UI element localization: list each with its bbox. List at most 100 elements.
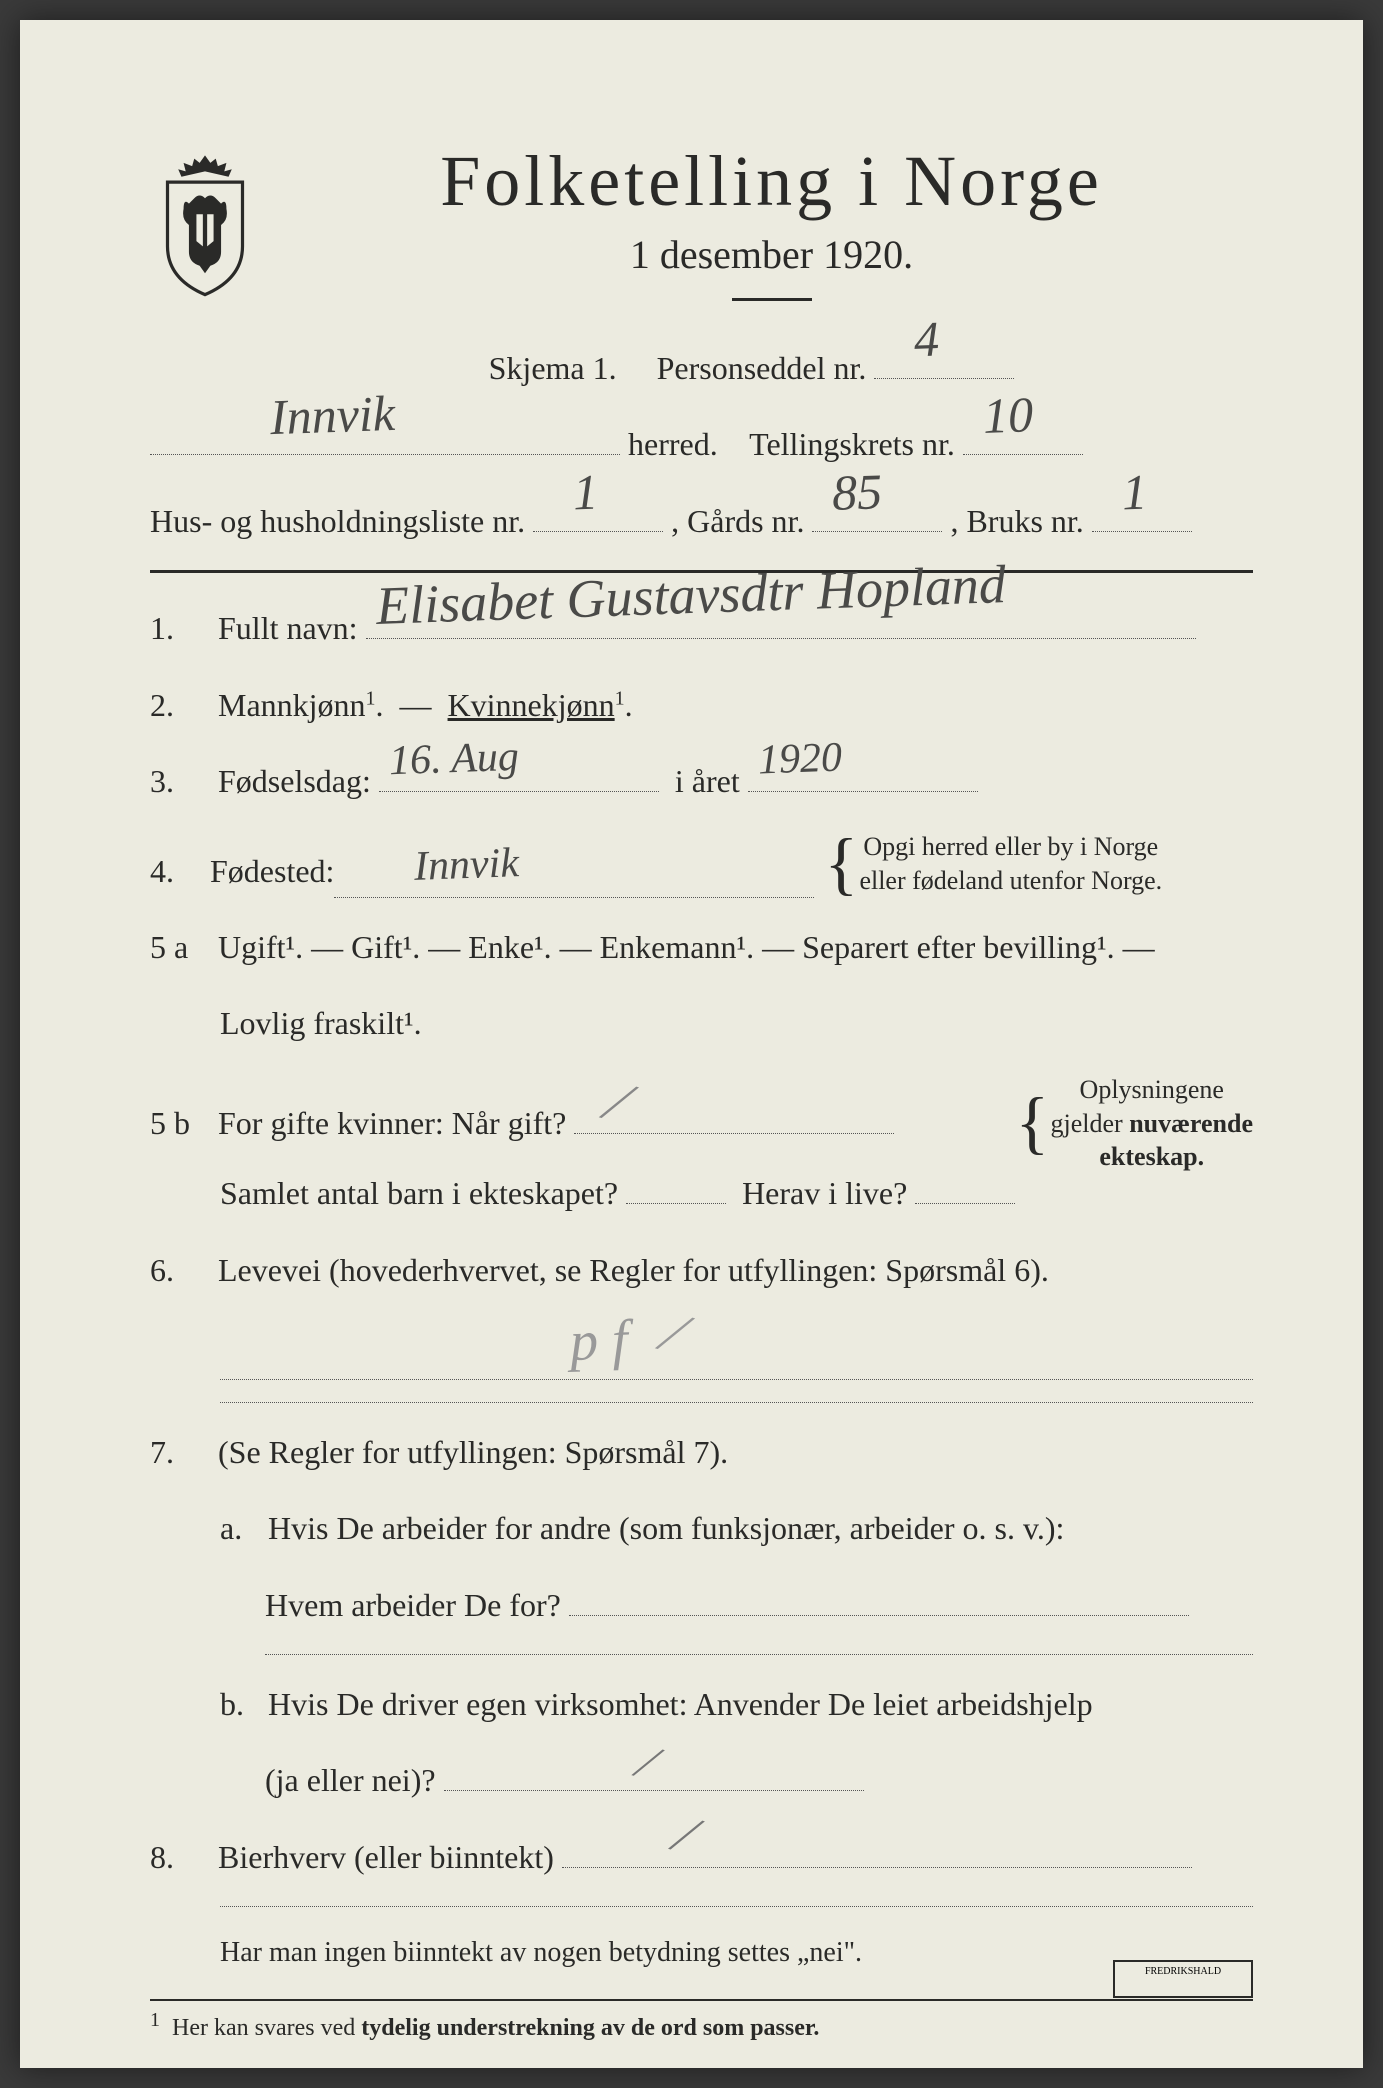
q5b-row2: Samlet antal barn i ekteskapet? Herav i … — [150, 1166, 1253, 1220]
q5b-note2: gjelder nuværende — [1051, 1109, 1253, 1138]
q1-value: Elisabet Gustavsdtr Hopland — [374, 539, 1007, 653]
q7b-text1: Hvis De driver egen virksomhet: Anvender… — [268, 1686, 1093, 1722]
q7b-field: ⁄ — [444, 1790, 864, 1791]
q3-day-field: 16. Aug — [379, 791, 659, 792]
herred-field: Innvik — [150, 454, 620, 455]
q8-line — [220, 1906, 1253, 1907]
q1-num: 1. — [150, 601, 210, 655]
bruks-value: 1 — [1120, 449, 1148, 535]
q8-num: 8. — [150, 1830, 210, 1884]
q6-num: 6. — [150, 1243, 210, 1297]
q5a-row: 5 a Ugift¹. — Gift¹. — Enke¹. — Enkemann… — [150, 920, 1253, 974]
census-form-page: Folketelling i Norge 1 desember 1920. Sk… — [20, 20, 1363, 2068]
q5b-gift-field: ⁄ — [574, 1133, 894, 1134]
q7-row: 7. (Se Regler for utfyllingen: Spørsmål … — [150, 1425, 1253, 1479]
q7b-text2: (ja eller nei)? — [265, 1762, 436, 1798]
q6-line2 — [220, 1402, 1253, 1403]
herred-row: Innvik herred. Tellingskrets nr. 10 — [150, 417, 1253, 471]
q3-day-value: 16. Aug — [388, 721, 520, 797]
footer-sup: 1 — [150, 2009, 160, 2031]
q5b-l2a: Samlet antal barn i ekteskapet? — [220, 1175, 618, 1211]
q2-label1: Mannkjønn — [218, 687, 366, 723]
gards-label: , Gårds nr. — [671, 503, 804, 539]
q8-field: ⁄ — [562, 1867, 1192, 1868]
slash-icon: ⁄ — [601, 1052, 637, 1153]
q5b-row1: 5 b For gifte kvinner: Når gift? ⁄ Oplys… — [150, 1073, 1253, 1174]
tellingskrets-value: 10 — [981, 373, 1034, 460]
husliste-label: Hus- og husholdningsliste nr. — [150, 503, 525, 539]
q6-label: Levevei (hovederhvervet, se Regler for u… — [218, 1252, 1049, 1288]
header: Folketelling i Norge 1 desember 1920. — [150, 140, 1253, 331]
husliste-field: 1 — [533, 531, 663, 532]
q5a-last: Lovlig fraskilt¹. — [220, 1005, 422, 1041]
bruks-label: , Bruks nr. — [950, 503, 1083, 539]
q6-value: p f — [569, 1308, 629, 1374]
q7a-text2: Hvem arbeider De for? — [265, 1587, 561, 1623]
footer: 1 Her kan svares ved tydelig understrekn… — [150, 1999, 1253, 2042]
q7a-row1: a. Hvis De arbeider for andre (som funks… — [150, 1501, 1253, 1555]
stamp-text: FREDRIKSHALD — [1145, 1966, 1221, 1977]
personseddel-label: Personseddel nr. — [657, 350, 867, 386]
slash-icon-2: ⁄ — [661, 1299, 689, 1368]
q5a-items: Ugift¹. — Gift¹. — Enke¹. — Enkemann¹. —… — [218, 929, 1155, 965]
q4-row: 4. Fødested: Innvik Opgi herred eller by… — [150, 830, 1253, 898]
q8-label: Bierhverv (eller biinntekt) — [218, 1839, 554, 1875]
q4-note1: Opgi herred eller by i Norge — [863, 832, 1158, 861]
coat-of-arms-icon — [150, 150, 260, 300]
q7a-row2: Hvem arbeider De for? — [150, 1578, 1253, 1632]
printer-stamp: FREDRIKSHALD — [1113, 1960, 1253, 1998]
tellingskrets-field: 10 — [963, 454, 1083, 455]
q5a-num: 5 a — [150, 920, 210, 974]
q3-mid: i året — [675, 763, 740, 799]
gards-value: 85 — [831, 449, 884, 536]
q5b-l2b: Herav i live? — [742, 1175, 907, 1211]
q5b-num: 5 b — [150, 1096, 210, 1150]
q7a-field — [569, 1615, 1189, 1616]
q2-row: 2. Mannkjønn1. — Kvinnekjønn1. — [150, 678, 1253, 732]
q4-label: Fødested: — [210, 844, 334, 898]
title-block: Folketelling i Norge 1 desember 1920. — [290, 140, 1253, 331]
q7b-row2: (ja eller nei)? ⁄ — [150, 1753, 1253, 1807]
q5b-l1: For gifte kvinner: Når gift? — [218, 1105, 566, 1141]
bruks-field: 1 — [1092, 531, 1192, 532]
personseddel-value: 4 — [913, 297, 941, 383]
q3-year-field: 1920 — [748, 791, 978, 792]
q5b-note: Oplysningene gjelder nuværende ekteskap. — [1026, 1073, 1253, 1174]
husliste-value: 1 — [572, 449, 600, 535]
q2-label2: Kvinnekjønn — [448, 687, 615, 723]
q5a-row2: Lovlig fraskilt¹. — [150, 996, 1253, 1050]
q1-field: Elisabet Gustavsdtr Hopland — [366, 638, 1196, 639]
q7b-row1: b. Hvis De driver egen virksomhet: Anven… — [150, 1677, 1253, 1731]
herred-value: Innvik — [269, 371, 397, 460]
q7-num: 7. — [150, 1425, 210, 1479]
q7a-line — [265, 1654, 1253, 1655]
q1-label: Fullt navn: — [218, 610, 358, 646]
q4-field: Innvik — [334, 897, 814, 898]
q3-num: 3. — [150, 754, 210, 808]
footer-text: Her kan svares ved tydelig understreknin… — [172, 2015, 819, 2041]
q6-line1 — [220, 1379, 1253, 1380]
q4-note: Opgi herred eller by i Norge eller fødel… — [834, 830, 1162, 898]
q7b-letter: b. — [220, 1677, 260, 1731]
q5b-barn-field — [626, 1203, 726, 1204]
q7a-text1: Hvis De arbeider for andre (som funksjon… — [268, 1510, 1064, 1546]
q5b-note1: Oplysningene — [1080, 1075, 1224, 1104]
husliste-row: Hus- og husholdningsliste nr. 1 , Gårds … — [150, 494, 1253, 548]
slash-icon-3: ⁄ — [633, 1721, 663, 1805]
herred-label: herred. — [628, 426, 718, 462]
q2-num: 2. — [150, 678, 210, 732]
q4-note2: eller fødeland utenfor Norge. — [859, 866, 1162, 895]
q3-label: Fødselsdag: — [218, 763, 371, 799]
q8-row: 8. Bierhverv (eller biinntekt) ⁄ — [150, 1830, 1253, 1884]
q6-field-area: p f ⁄ — [150, 1319, 1253, 1369]
q6-row: 6. Levevei (hovederhvervet, se Regler fo… — [150, 1243, 1253, 1297]
skjema-label: Skjema 1. — [489, 350, 617, 386]
q7a-letter: a. — [220, 1501, 260, 1555]
main-title: Folketelling i Norge — [290, 140, 1253, 223]
q3-year-value: 1920 — [757, 722, 843, 796]
q5b-live-field — [915, 1203, 1015, 1204]
tail-note: Har man ingen biinntekt av nogen betydni… — [150, 1929, 1253, 1977]
gards-field: 85 — [812, 531, 942, 532]
q7-label: (Se Regler for utfyllingen: Spørsmål 7). — [218, 1434, 728, 1470]
divider-icon — [732, 298, 812, 301]
